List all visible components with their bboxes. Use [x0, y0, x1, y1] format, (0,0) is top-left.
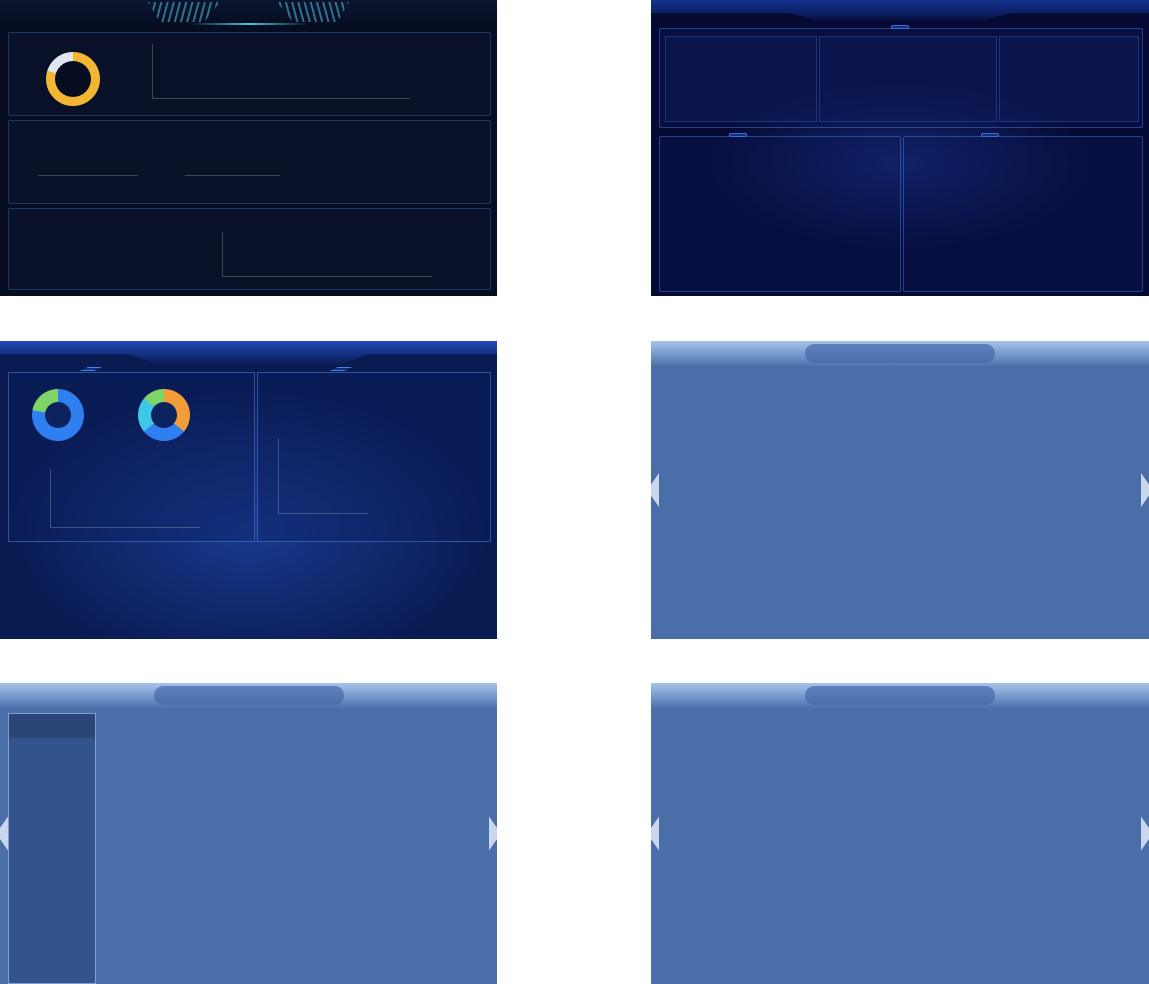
d3-panel-quality — [257, 372, 491, 542]
d2-bed-usage-area — [673, 47, 809, 69]
d4-next-arrow-icon[interactable] — [1141, 473, 1149, 507]
d4-title-pill — [805, 344, 995, 363]
d5-prev-arrow-icon[interactable] — [0, 817, 8, 851]
d1-dept-cost-bars — [223, 232, 433, 276]
dashboard-operations-platform[interactable] — [0, 0, 497, 296]
d3-revenue-chart — [52, 469, 200, 527]
d3-quality-pie — [390, 439, 468, 517]
dashboard-management-platform[interactable] — [0, 341, 497, 639]
d2-card-bed-usage — [665, 36, 817, 122]
d6-next-arrow-icon[interactable] — [1141, 817, 1149, 851]
d4-prev-arrow-icon[interactable] — [651, 473, 659, 507]
d2-kpi-grid — [825, 52, 989, 106]
d1-expense-bars — [38, 148, 138, 175]
d1-panel-income-expense — [8, 120, 491, 204]
d5-sidebar[interactable] — [8, 713, 96, 984]
d2-section-title-medical — [891, 25, 909, 29]
d2-section-medical-business — [659, 28, 1143, 128]
dashboard-bigdata-process[interactable] — [651, 341, 1149, 639]
d2-satisfaction-pies — [1001, 38, 1135, 118]
d2-section-title-management — [729, 133, 747, 137]
d1-income-bars — [185, 148, 280, 175]
header-deco-left-icon — [148, 2, 220, 22]
d1-materials-pie3d — [40, 238, 108, 278]
d1-header — [0, 0, 497, 26]
d2-section-title-operations — [981, 133, 999, 137]
d6-prev-arrow-icon[interactable] — [651, 817, 659, 851]
d1-title-underline — [188, 23, 309, 25]
d5-sidebar-header — [9, 714, 95, 738]
d2-card-kpis — [819, 36, 997, 122]
d2-card-satisfaction — [999, 36, 1139, 122]
d6-header — [651, 683, 1149, 709]
d3-quality-bars — [280, 439, 370, 513]
d2-section-operations — [903, 136, 1143, 292]
d1-panel-materials — [8, 208, 491, 290]
dashboard-bigdata-service[interactable] — [651, 683, 1149, 984]
d2-gauges — [667, 82, 813, 118]
d5-next-arrow-icon[interactable] — [489, 817, 497, 851]
dashboard-bigdata-platform[interactable] — [651, 0, 1149, 296]
d3-donut-left — [32, 389, 84, 441]
d3-header — [0, 341, 497, 365]
d6-title-pill — [805, 686, 995, 705]
d5-title-pill — [153, 686, 344, 705]
d2-background-glow — [700, 74, 1100, 252]
header-deco-right-icon — [277, 2, 349, 22]
d1-donut-staff — [46, 52, 100, 106]
d1-bar-chart-departments — [153, 44, 411, 98]
d2-header — [651, 0, 1149, 22]
d1-service-fee-pie — [340, 140, 400, 200]
d3-donut-right — [138, 389, 190, 441]
d2-section-management — [659, 136, 901, 292]
d5-header — [0, 683, 497, 709]
d4-header — [651, 341, 1149, 367]
dashboard-bigdata-hr[interactable] — [0, 683, 497, 984]
